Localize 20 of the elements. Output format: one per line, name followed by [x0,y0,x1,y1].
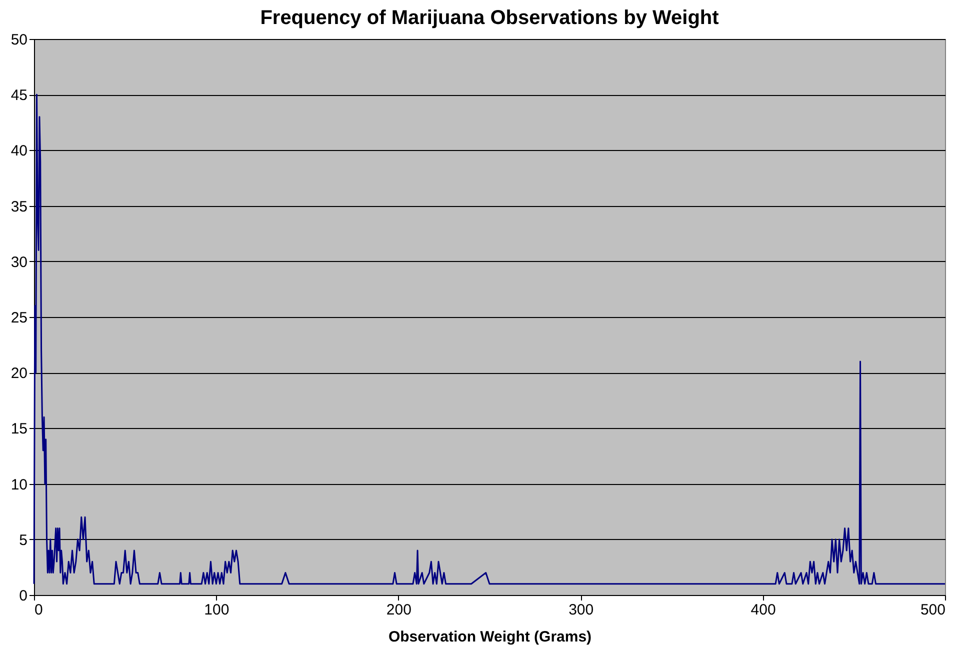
x-tick-label: 200 [386,602,412,618]
y-tick-label: 30 [10,254,28,271]
y-tick-label: 50 [10,32,28,48]
x-tick-label: 400 [750,602,776,618]
y-tick-label: 10 [10,476,28,494]
y-tick-label: 45 [10,87,28,104]
y-tick-label: 35 [10,198,28,216]
x-tick-label: 100 [204,602,230,618]
y-tick-label: 0 [19,588,28,604]
x-axis-title: Observation Weight (Grams) [388,628,592,646]
x-tick-label: 0 [34,602,43,618]
x-tick-label: 500 [920,602,946,618]
y-tick-label: 20 [10,365,28,382]
line-series [33,94,946,585]
y-tick-label: 25 [10,310,28,326]
y-tick-label: 40 [10,142,28,160]
x-tick-label: 300 [568,602,594,618]
y-tick-label: 15 [10,420,28,438]
chart-title: Frequency of Marijuana Observations by Weight [260,7,720,29]
y-tick-label: 5 [19,532,28,549]
